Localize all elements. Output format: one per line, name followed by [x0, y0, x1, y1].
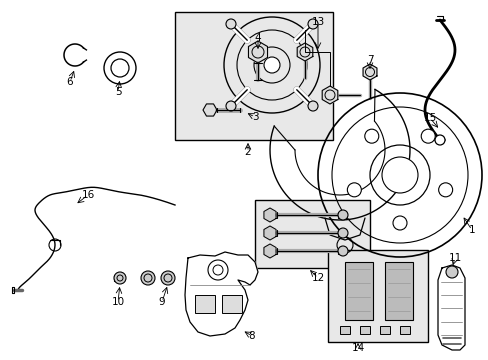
Bar [384, 262, 412, 320]
Bar [195, 295, 215, 313]
Circle shape [161, 271, 175, 285]
Polygon shape [264, 244, 276, 258]
Bar [379, 326, 389, 334]
Polygon shape [264, 208, 276, 222]
Circle shape [225, 19, 236, 29]
Bar [327, 250, 427, 342]
Circle shape [438, 183, 452, 197]
Circle shape [420, 129, 434, 143]
Circle shape [114, 272, 126, 284]
Polygon shape [184, 252, 258, 336]
Text: 6: 6 [66, 77, 73, 87]
Bar [222, 295, 242, 313]
Circle shape [141, 271, 155, 285]
Circle shape [346, 183, 361, 197]
Text: 16: 16 [81, 190, 95, 200]
Bar [345, 262, 372, 320]
Text: 2: 2 [244, 147, 251, 157]
Circle shape [337, 228, 347, 238]
Circle shape [392, 216, 406, 230]
Circle shape [364, 129, 378, 143]
Circle shape [445, 266, 457, 278]
Circle shape [337, 210, 347, 220]
Circle shape [264, 57, 280, 73]
Circle shape [381, 157, 417, 193]
Polygon shape [362, 64, 376, 80]
Polygon shape [297, 43, 312, 61]
Circle shape [307, 101, 317, 111]
Text: 11: 11 [447, 253, 461, 263]
Text: 10: 10 [111, 297, 124, 307]
Bar [359, 326, 369, 334]
Polygon shape [264, 226, 276, 240]
Text: 15: 15 [423, 113, 436, 123]
Polygon shape [437, 265, 464, 350]
Text: 9: 9 [159, 297, 165, 307]
Bar [175, 12, 332, 140]
Bar [399, 326, 409, 334]
Bar [254, 200, 369, 268]
Text: 12: 12 [311, 273, 324, 283]
Polygon shape [248, 41, 267, 63]
Text: 4: 4 [254, 33, 261, 43]
Circle shape [337, 246, 347, 256]
Circle shape [225, 101, 236, 111]
Text: 8: 8 [248, 331, 255, 341]
Bar [339, 326, 349, 334]
Circle shape [434, 135, 444, 145]
Polygon shape [322, 86, 337, 104]
Text: 5: 5 [115, 87, 121, 97]
Circle shape [307, 19, 317, 29]
Polygon shape [203, 104, 217, 116]
Text: 13: 13 [311, 17, 324, 27]
Text: 1: 1 [468, 225, 474, 235]
Text: 3: 3 [251, 112, 258, 122]
Text: 14: 14 [351, 343, 364, 353]
Text: 7: 7 [366, 55, 372, 65]
